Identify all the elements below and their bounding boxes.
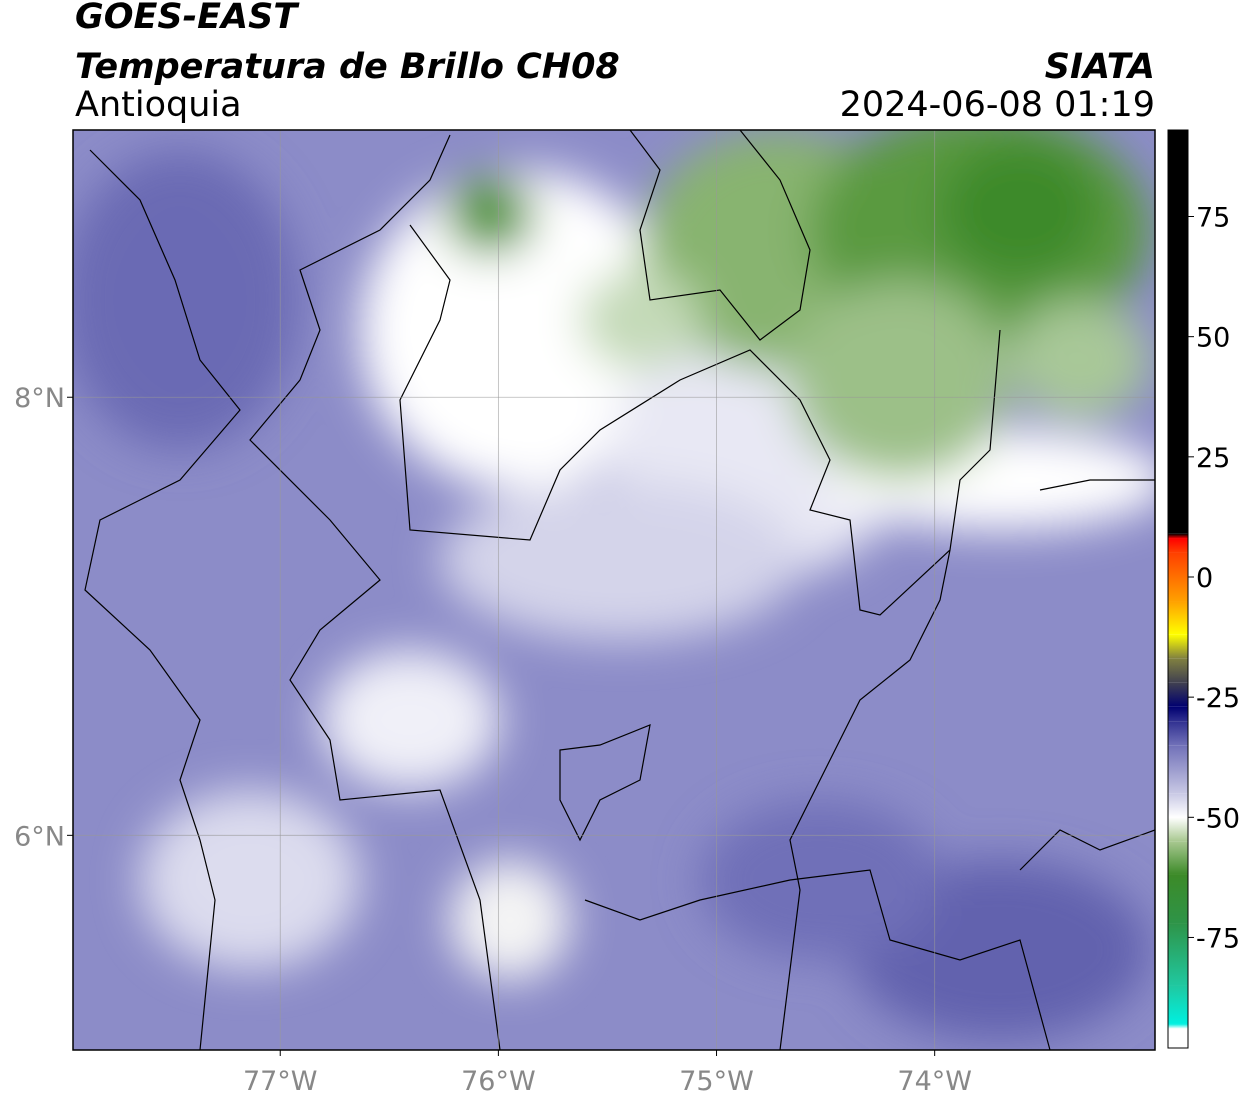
x-tick-label: 77°W xyxy=(243,1066,318,1097)
colorbar xyxy=(1168,130,1188,1048)
colorbar-segment xyxy=(1168,538,1188,553)
colorbar-segment xyxy=(1168,985,1188,1024)
colorbar-segment xyxy=(1168,874,1188,924)
colorbar-segment xyxy=(1168,721,1188,746)
colorbar-tick-label: 0 xyxy=(1196,563,1213,594)
colorbar-tick-label: 25 xyxy=(1196,443,1230,474)
region: Antioquia xyxy=(75,85,242,125)
colorbar-segment xyxy=(1168,130,1188,534)
product: Temperatura de Brillo CH08 xyxy=(75,47,620,87)
colorbar-segment xyxy=(1168,745,1188,794)
x-tick-label: 76°W xyxy=(461,1066,536,1097)
map-frame xyxy=(72,129,1156,1051)
colorbar-tick-label: -75 xyxy=(1196,923,1240,954)
colorbar-segment xyxy=(1168,658,1188,683)
colorbar-segment xyxy=(1168,634,1188,659)
grid xyxy=(73,130,1155,1050)
colorbar-segment xyxy=(1168,1023,1188,1029)
colorbar-segment xyxy=(1168,706,1188,722)
colorbar-tick-label: 75 xyxy=(1196,203,1230,234)
colorbar-segment xyxy=(1168,923,1188,986)
colorbar-segment xyxy=(1168,841,1188,875)
x-tick-label: 75°W xyxy=(679,1066,754,1097)
colorbar-segment xyxy=(1168,601,1188,635)
colorbar-segment xyxy=(1168,793,1188,818)
source: SIATA xyxy=(1045,47,1155,87)
colorbar-frame xyxy=(1167,129,1189,1049)
colorbar-tick-label: -25 xyxy=(1196,683,1240,714)
colorbar-segment xyxy=(1168,682,1188,707)
satellite: GOES-EAST xyxy=(75,0,300,37)
colorbar-segment xyxy=(1168,1028,1188,1048)
map-field xyxy=(73,130,1155,1050)
y-tick-label: 8°N xyxy=(14,383,65,414)
colorbar-tick-label: -50 xyxy=(1196,803,1240,834)
colorbar-segment xyxy=(1168,533,1188,539)
datetime: 2024-06-08 01:19 xyxy=(840,85,1155,125)
colorbar-segment xyxy=(1168,552,1188,602)
x-tick-label: 74°W xyxy=(897,1066,972,1097)
y-tick-label: 6°N xyxy=(14,821,65,852)
colorbar-segment xyxy=(1168,817,1188,842)
colorbar-tick-label: 50 xyxy=(1196,323,1230,354)
